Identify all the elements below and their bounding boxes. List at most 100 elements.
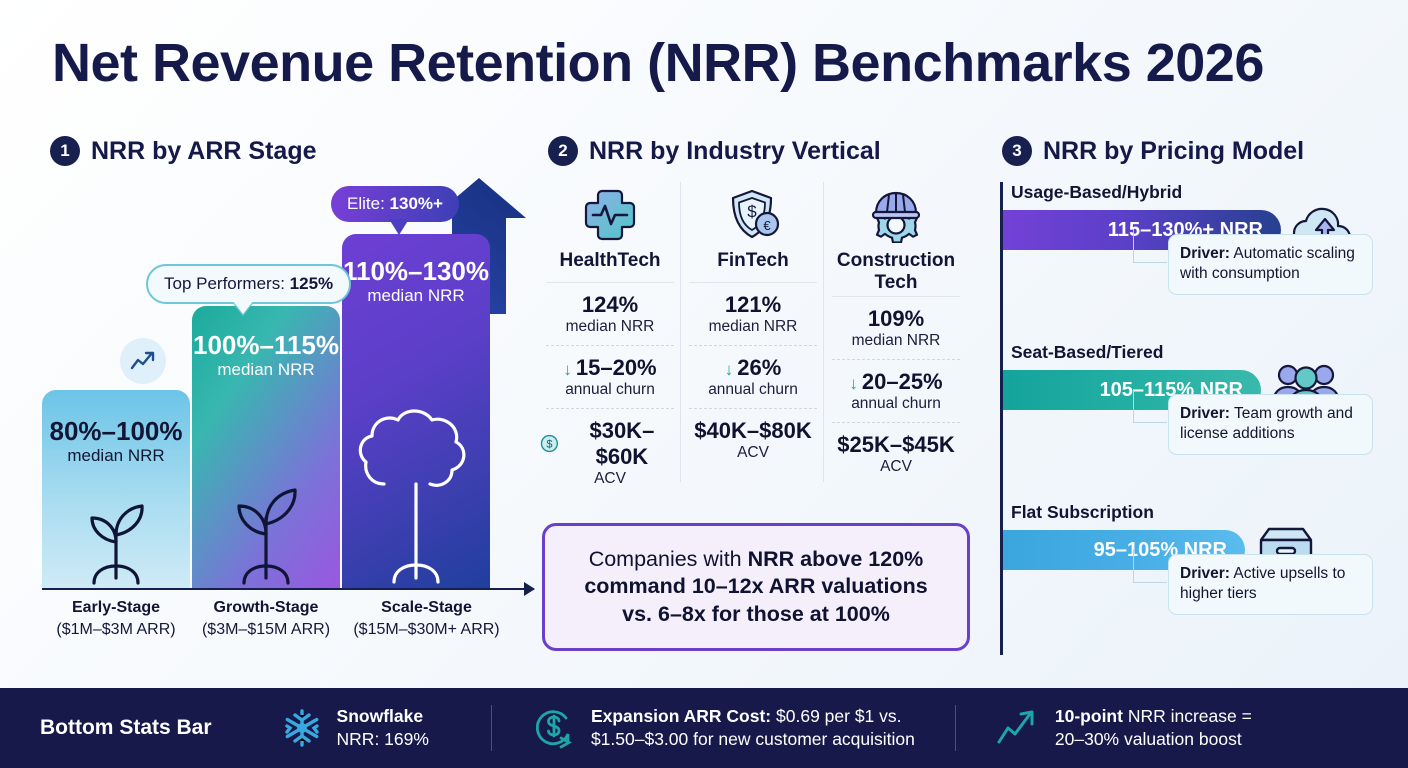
driver-box-seat: Driver: Team growth and license addition… [1168, 394, 1373, 455]
section-header-3: 3 NRR by Pricing Model [1002, 136, 1304, 166]
nrr-label-construction: median NRR [851, 331, 941, 349]
driver-text-flat: Active upsells to higher tiers [1180, 565, 1346, 603]
driver-label-flat: Driver: [1180, 565, 1230, 582]
churn-label-fintech: annual churn [708, 380, 798, 398]
driver-label-seat: Driver: [1180, 405, 1230, 422]
svg-text:$: $ [747, 202, 757, 221]
pricing-bar-seat: 105–115% NRR [1003, 370, 1261, 410]
pricing-label-flat: Flat Subscription [1011, 502, 1154, 522]
pricing-axis [1000, 182, 1003, 655]
arrow-down-icon: ↓ [849, 373, 858, 393]
bubble-tail-top [232, 300, 254, 314]
valuation-boost-line2: 20–30% valuation boost [1054, 729, 1242, 749]
arrow-down-icon: ↓ [724, 359, 734, 379]
section-header-1: 1 NRR by ARR Stage [50, 136, 317, 166]
acv-label-construction: ACV [880, 457, 912, 475]
driver-connector-usage [1133, 229, 1167, 263]
expansion-cost-label: Expansion ARR Cost: [590, 705, 772, 726]
bottom-stats-bar: Bottom Stats Bar Snowflake NRR: 169% [0, 688, 1408, 768]
churn-label-construction: annual churn [851, 394, 941, 412]
medical-cross-icon [540, 182, 680, 248]
callout-line2: command 10–12x ARR valuations [584, 574, 928, 599]
rule-dashed [689, 407, 817, 409]
bottom-divider-1 [490, 705, 492, 751]
rule-dashed [689, 344, 817, 346]
x-axis [42, 582, 535, 596]
callout-line1-a: Companies with [588, 546, 748, 571]
rule-dashed [832, 421, 960, 423]
callout-line1-b: NRR above 120% [747, 546, 924, 571]
tree-icon [358, 409, 466, 584]
vertical-divider-1 [680, 182, 681, 482]
section-number-2: 2 [548, 136, 578, 166]
x-label-growth: Growth-Stage ($3M–$15M ARR) [186, 596, 346, 641]
x-label-early-stage: Early-Stage [71, 599, 161, 616]
driver-text-usage: Automatic scaling with consumption [1180, 245, 1355, 283]
vertical-divider-2 [823, 182, 824, 482]
trend-up-icon [997, 710, 1034, 744]
bubble-elite-value: 130%+ [389, 194, 443, 213]
x-label-growth-stage: Growth-Stage [213, 599, 319, 616]
vertical-name-healthtech: HealthTech [559, 250, 661, 271]
x-label-scale-stage: Scale-Stage [381, 599, 472, 616]
hardhat-gear-icon [826, 182, 966, 248]
vertical-column-fintech: $ € FinTech 121% median NRR ↓ 26% annual… [683, 182, 823, 462]
acv-label-healthtech: ACV [594, 469, 626, 487]
bar-scale-stage: 110%–130% median NRR [342, 234, 490, 588]
vertical-column-construction: Construction Tech 109% median NRR ↓ 20–2… [826, 182, 966, 476]
bottom-stat-snowflake: Snowflake NRR: 169% [280, 705, 429, 751]
seedling-icon-1 [90, 504, 144, 585]
pricing-block-usage: Usage-Based/Hybrid 115–130%+ NRR Driver:… [1003, 182, 1396, 295]
driver-label-usage: Driver: [1180, 245, 1230, 262]
snowflake-icon [284, 709, 319, 747]
nrr-value-fintech: 121% [724, 291, 782, 317]
pricing-label-usage: Usage-Based/Hybrid [1011, 182, 1183, 202]
shield-dollar-icon: $ € [683, 182, 823, 248]
rule [832, 295, 960, 297]
expansion-cost-line2: $1.50–$3.00 for new customer acquisition [590, 729, 915, 749]
nrr-label-fintech: median NRR [708, 317, 798, 335]
svg-text:€: € [763, 218, 771, 233]
x-label-growth-arr: ($3M–$15M ARR) [201, 621, 331, 639]
churn-value-healthtech: 15–20% [575, 354, 657, 380]
bar-scale-sub: median NRR [367, 286, 465, 306]
section-title-3: NRR by Pricing Model [1043, 136, 1305, 165]
pricing-block-flat: Flat Subscription 95–105% NRR Driver: Ac… [1003, 502, 1396, 615]
valuation-points-rest: NRR increase = [1122, 705, 1252, 726]
bottom-stat-valuation-boost: 10-point NRR increase = 20–30% valuation… [994, 705, 1252, 751]
seedling-icon-2 [237, 488, 297, 585]
bottom-stat-expansion-cost: Expansion ARR Cost: $0.69 per $1 vs. $1.… [530, 704, 915, 752]
valuation-points-label: 10-point [1054, 705, 1123, 726]
churn-value-construction: 20–25% [861, 368, 943, 394]
valuation-callout-box: Companies with NRR above 120% command 10… [542, 523, 970, 651]
callout-line3: vs. 6–8x for those at 100% [622, 601, 890, 626]
section-header-2: 2 NRR by Industry Vertical [548, 136, 881, 166]
bottom-divider-2 [954, 705, 956, 751]
bubble-elite: Elite: 130%+ [331, 186, 459, 235]
driver-connector-seat [1133, 389, 1167, 423]
snowflake-name: Snowflake [336, 705, 424, 726]
x-label-early: Early-Stage ($1M–$3M ARR) [36, 596, 196, 641]
rule-dashed [546, 344, 674, 346]
expansion-cost-value: $0.69 per $1 vs. [771, 705, 902, 726]
x-label-early-arr: ($1M–$3M ARR) [56, 621, 176, 639]
x-label-scale: Scale-Stage ($15M–$30M+ ARR) [339, 596, 514, 641]
trend-up-icon [130, 351, 155, 370]
rule-dashed [546, 407, 674, 409]
bar-growth-stage: 100%–115% median NRR [192, 306, 340, 588]
acv-value-healthtech: $30K–$60K [589, 417, 655, 469]
bubble-top-performers-value: 125% [289, 274, 334, 293]
bubble-elite-prefix: Elite: [347, 194, 390, 213]
pricing-block-seat: Seat-Based/Tiered 105–115% NRR [1003, 342, 1396, 455]
bar-growth-value: 100%–115% [192, 330, 340, 360]
bar-growth-sub: median NRR [217, 360, 315, 380]
dollar-coin-icon: $ [540, 435, 559, 453]
panel-industry-vertical: HealthTech 124% median NRR ↓ 15–20% annu… [540, 182, 980, 502]
snowflake-nrr: NRR: 169% [336, 729, 429, 749]
churn-label-healthtech: annual churn [565, 380, 655, 398]
bar-early-stage: 80%–100% median NRR [42, 390, 190, 588]
bubble-tail-elite [389, 219, 409, 235]
nrr-value-healthtech: 124% [581, 291, 639, 317]
driver-connector-flat [1133, 549, 1167, 583]
